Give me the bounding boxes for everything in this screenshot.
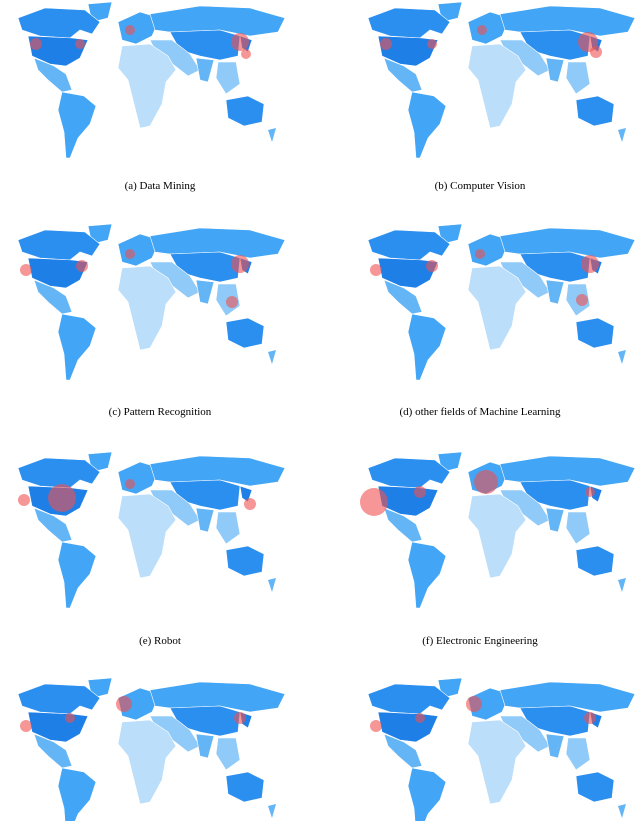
map-shape	[368, 224, 635, 380]
map-shape	[18, 224, 285, 380]
caption: (e) Robot	[139, 635, 181, 647]
world-map	[350, 222, 640, 387]
highlight-circle	[234, 712, 246, 724]
highlight-circle	[48, 484, 76, 512]
highlight-circle	[477, 25, 487, 35]
world-map	[0, 450, 290, 615]
highlight-circle	[474, 470, 498, 494]
highlight-circle	[466, 696, 482, 712]
highlight-circle	[427, 39, 437, 49]
highlight-circle	[231, 255, 249, 273]
highlight-circle	[125, 25, 135, 35]
highlight-circle	[426, 260, 438, 272]
highlight-circle	[226, 296, 238, 308]
map-shape	[368, 2, 635, 158]
world-map	[0, 0, 290, 165]
highlight-circle	[20, 264, 32, 276]
highlight-circle	[576, 294, 588, 306]
caption: (a) Data Mining	[124, 180, 196, 192]
highlight-circle	[30, 38, 42, 50]
highlight-circle	[360, 488, 388, 516]
caption: (c) Pattern Recognition	[108, 406, 212, 418]
highlight-circle	[414, 486, 426, 498]
highlight-circle	[125, 249, 135, 259]
world-map	[360, 450, 640, 615]
highlight-circle	[590, 46, 602, 58]
highlight-circle	[584, 712, 596, 724]
highlight-circle	[581, 255, 599, 273]
map-shape	[368, 452, 635, 608]
world-map	[0, 676, 290, 821]
highlight-circle	[116, 696, 132, 712]
caption: (b) Computer Vision	[434, 180, 526, 192]
highlight-circle	[125, 479, 135, 489]
highlight-circle	[75, 39, 85, 49]
caption: (d) other fields of Machine Learning	[399, 406, 561, 418]
highlight-circle	[65, 713, 75, 723]
highlight-circle	[244, 498, 256, 510]
map-shape	[368, 678, 635, 821]
highlight-circle	[380, 38, 392, 50]
highlight-circle	[20, 720, 32, 732]
highlight-circle	[76, 260, 88, 272]
map-shape	[18, 452, 285, 608]
highlight-circle	[475, 249, 485, 259]
map-shape	[18, 678, 285, 821]
world-map	[350, 0, 640, 165]
highlight-circle	[415, 713, 425, 723]
map-shape	[18, 2, 285, 158]
highlight-circle	[370, 720, 382, 732]
highlight-circle	[370, 264, 382, 276]
caption: (f) Electronic Engineering	[422, 635, 538, 647]
world-map	[0, 222, 290, 387]
world-map	[350, 676, 640, 821]
highlight-circle	[241, 49, 251, 59]
highlight-circle	[585, 487, 595, 497]
highlight-circle	[18, 494, 30, 506]
highlight-circle	[231, 33, 249, 51]
